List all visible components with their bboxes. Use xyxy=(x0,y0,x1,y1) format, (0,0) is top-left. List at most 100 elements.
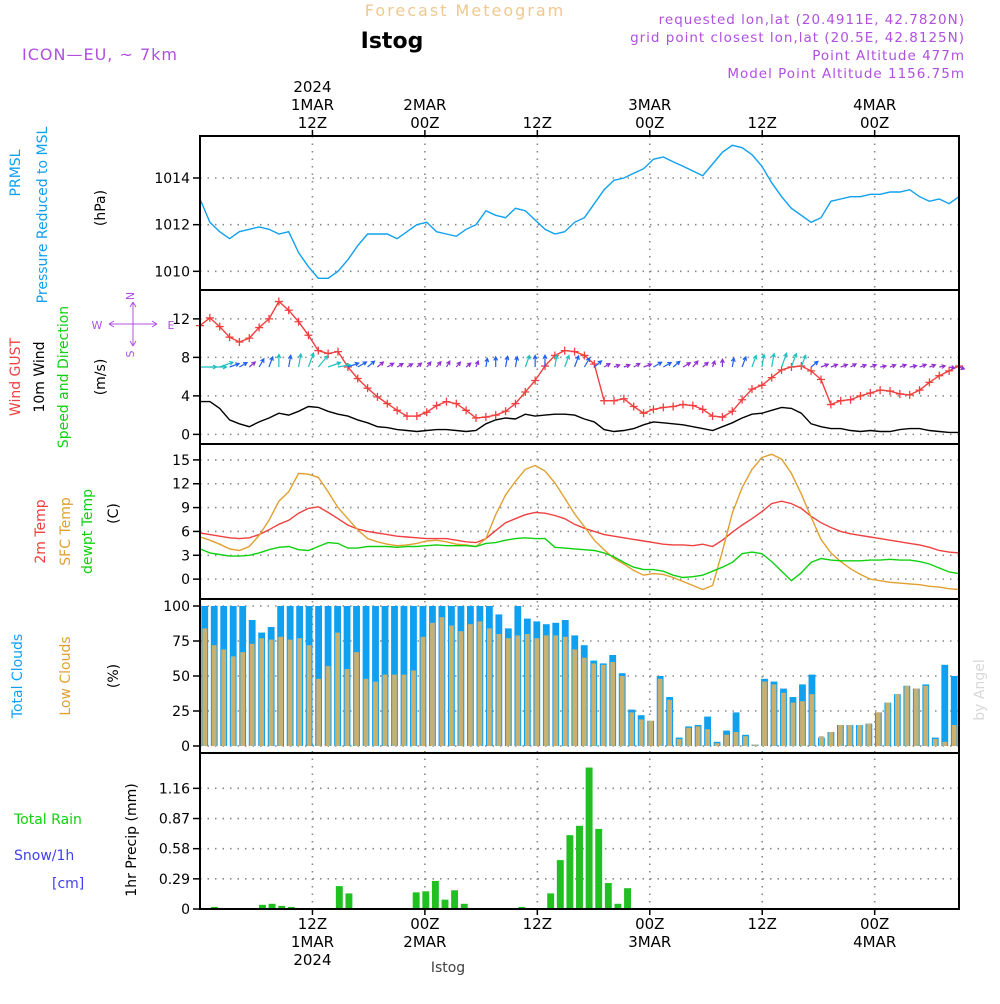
bar-clouds-low xyxy=(562,636,568,746)
bar-clouds-low xyxy=(828,732,834,746)
wind-arrow xyxy=(524,354,531,368)
axis-label-temp-1: SFC Temp xyxy=(58,497,74,566)
wind-arrow xyxy=(741,355,748,368)
gust-marker xyxy=(383,399,392,408)
bar-clouds-low xyxy=(667,699,673,746)
gust-marker xyxy=(945,366,954,375)
y-tick-label: 75 xyxy=(172,634,190,650)
wind-arrow xyxy=(268,355,274,368)
top-time-label: 12Z xyxy=(523,114,552,132)
bar-clouds-low xyxy=(743,736,748,746)
wind-arrow xyxy=(553,353,559,368)
axis-label-wind-0: Wind GUST xyxy=(8,337,24,416)
bottom-time-label: 2024 xyxy=(293,951,331,969)
wind-arrow xyxy=(327,361,342,368)
series-temperature-dewpt xyxy=(199,537,960,582)
compass-west: W xyxy=(92,319,103,332)
bar-clouds-low xyxy=(894,694,900,746)
y-tick-label: 15 xyxy=(172,453,190,469)
gust-marker xyxy=(619,394,628,403)
y-tick-label: 0 xyxy=(181,902,190,918)
gust-marker xyxy=(738,395,747,404)
bar-clouds-low xyxy=(259,638,265,746)
bar-clouds-low xyxy=(705,729,710,746)
y-tick-label: 25 xyxy=(172,704,190,720)
gust-marker xyxy=(314,346,323,355)
bar-clouds-low xyxy=(847,725,853,746)
wind-arrow xyxy=(719,358,725,367)
axis-unit: (%) xyxy=(106,664,122,688)
wind-arrow xyxy=(248,361,257,368)
wind-arrow xyxy=(297,352,303,368)
wind-arrow xyxy=(493,355,499,367)
panel-clouds: 0 25 50 75 100 Total Clouds Low Clouds (%) xyxy=(10,598,960,755)
wind-arrow xyxy=(633,362,641,368)
bar-clouds-low xyxy=(477,621,483,746)
axis-unit: (C) xyxy=(106,503,122,524)
bar-clouds-low xyxy=(553,635,559,746)
gust-marker xyxy=(757,381,766,390)
wind-arrow xyxy=(426,361,432,368)
gust-marker xyxy=(629,402,638,411)
y-tick-label: 12 xyxy=(172,312,190,328)
wind-arrow xyxy=(790,352,798,368)
bar-precip-rain xyxy=(287,906,295,909)
gust-marker xyxy=(748,385,756,394)
wind-arrow xyxy=(840,363,849,368)
compass-south: S xyxy=(124,350,137,357)
bar-clouds-low xyxy=(695,726,701,746)
wind-arrow xyxy=(532,354,538,367)
bar-clouds-low xyxy=(505,638,511,746)
gust-marker xyxy=(895,389,904,398)
gust-marker xyxy=(304,331,313,340)
wind-arrow xyxy=(643,362,653,368)
wind-arrow xyxy=(258,357,265,368)
axis-label-low-clouds: Low Clouds xyxy=(58,636,74,715)
header: Forecast Meteogram Istog ICON—EU, ~ 7km … xyxy=(22,1,988,976)
wind-arrow xyxy=(406,363,414,368)
bar-precip-rain xyxy=(624,888,631,909)
bar-clouds-low xyxy=(363,678,369,746)
bar-clouds-low xyxy=(600,664,606,746)
gust-marker xyxy=(905,390,914,399)
gust-marker xyxy=(472,414,480,423)
location-title: Istog xyxy=(361,29,424,54)
gust-marker xyxy=(659,403,668,412)
wind-arrow xyxy=(662,361,673,368)
wind-arrow xyxy=(564,354,571,368)
legend-snow: Snow/1h xyxy=(14,848,74,864)
bottom-time-label: 12Z xyxy=(298,915,327,933)
bar-clouds-low xyxy=(249,643,255,746)
gust-marker xyxy=(679,400,687,409)
y-tick-label: 0 xyxy=(181,572,190,588)
gust-marker xyxy=(353,374,362,383)
bar-precip-rain xyxy=(278,905,286,909)
bar-clouds-low xyxy=(800,701,805,746)
wind-arrow xyxy=(870,363,878,369)
wind-arrow xyxy=(287,354,293,368)
wind-arrow xyxy=(603,363,612,368)
wind-arrow xyxy=(307,351,315,368)
bottom-time-label: 12Z xyxy=(523,915,552,933)
wind-arrow xyxy=(860,363,868,369)
bar-clouds-total xyxy=(315,606,323,746)
series-temperature-2m xyxy=(199,500,960,554)
bar-clouds-low xyxy=(496,634,502,746)
y-tick-label: 100 xyxy=(163,599,190,615)
panel-frame xyxy=(199,752,960,910)
gust-marker xyxy=(718,413,727,422)
bar-precip-rain xyxy=(345,893,353,909)
bar-clouds-low xyxy=(771,684,777,746)
bar-clouds-low xyxy=(866,723,872,746)
bar-clouds-low xyxy=(268,639,274,746)
plot-area: 1010 1012 1014 PRMSL Pressure Reduced to MSL… xyxy=(8,78,966,969)
axis-unit: (hPa) xyxy=(93,190,109,226)
bar-clouds-low xyxy=(392,674,397,746)
gust-marker xyxy=(570,347,579,356)
bar-precip-rain xyxy=(595,828,603,909)
series-pressure-line xyxy=(199,144,960,279)
bar-clouds-low xyxy=(885,702,891,746)
legend-total-rain: Total Rain xyxy=(13,812,82,828)
bar-clouds-total xyxy=(732,712,740,746)
gust-marker xyxy=(688,401,697,410)
